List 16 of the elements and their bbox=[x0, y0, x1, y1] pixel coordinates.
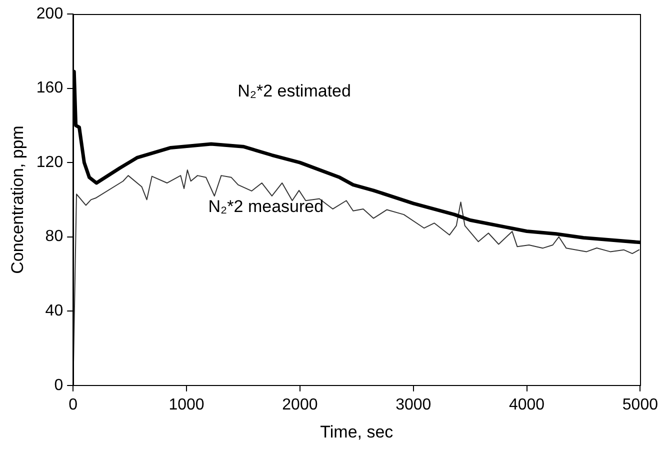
x-tick-label: 3000 bbox=[396, 396, 432, 414]
y-axis-title: Concentration, ppm bbox=[8, 126, 27, 274]
text: N₂*2 estimated bbox=[238, 82, 351, 101]
x-tick-label: 0 bbox=[68, 396, 78, 414]
y-tick-label: 0 bbox=[54, 376, 64, 394]
y-tick-label: 160 bbox=[36, 80, 64, 97]
x-tick-label: 5000 bbox=[622, 396, 658, 414]
y-tick-label: 40 bbox=[45, 302, 64, 320]
y-tick-label: 200 bbox=[36, 5, 64, 22]
x-tick-label: 4000 bbox=[508, 396, 545, 414]
y-tick-label: 80 bbox=[45, 228, 64, 246]
y-tick-label: 120 bbox=[36, 154, 64, 171]
x-tick-label: 1000 bbox=[168, 396, 204, 414]
series-label: N₂*2 measured bbox=[208, 196, 324, 216]
x-tick-label: 2000 bbox=[282, 396, 318, 414]
x-axis-title: Time, sec bbox=[320, 422, 394, 442]
